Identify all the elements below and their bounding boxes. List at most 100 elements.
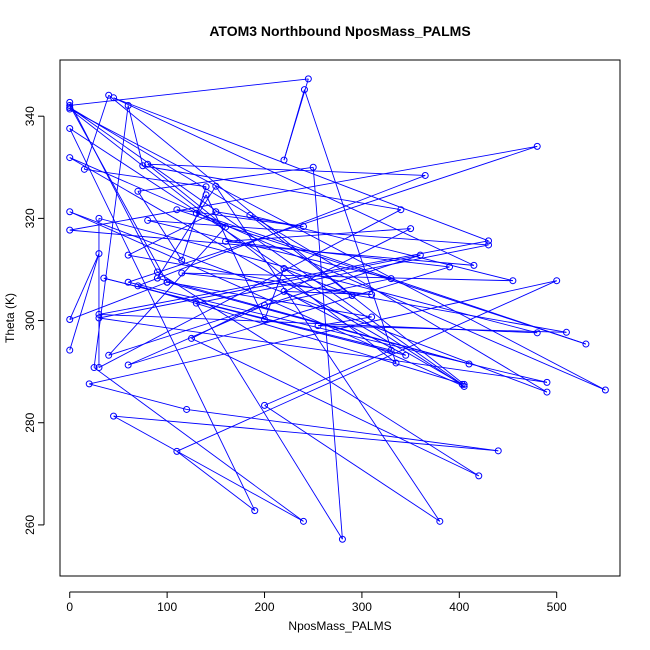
series-segment xyxy=(225,240,450,268)
data-point xyxy=(178,269,186,277)
data-point xyxy=(95,310,103,318)
data-point xyxy=(421,171,429,179)
chart-title: ATOM3 Northbound NposMass_PALMS xyxy=(209,23,470,39)
data-point xyxy=(90,364,98,372)
series-segment xyxy=(157,185,217,279)
data-point xyxy=(66,316,74,324)
series-segment xyxy=(113,415,304,522)
data-point xyxy=(163,278,171,286)
data-point xyxy=(280,156,288,164)
data-point xyxy=(222,237,230,245)
data-point xyxy=(110,412,118,420)
data-point xyxy=(100,274,108,282)
data-point xyxy=(105,91,113,99)
x-tick-label: 200 xyxy=(255,600,275,614)
data-point xyxy=(85,380,93,388)
series-segment xyxy=(283,268,353,296)
series-segment xyxy=(176,450,256,511)
data-point xyxy=(124,251,132,259)
data-point xyxy=(66,208,74,216)
series-segment xyxy=(69,253,100,320)
series-lines xyxy=(69,78,606,540)
series-segment xyxy=(128,266,450,366)
data-point xyxy=(280,264,288,272)
data-point xyxy=(494,447,502,455)
data-point xyxy=(261,316,269,324)
data-point xyxy=(187,334,195,342)
data-point xyxy=(436,517,444,525)
data-point xyxy=(261,401,269,409)
y-tick-label: 340 xyxy=(23,106,37,126)
data-point xyxy=(309,163,317,171)
data-point xyxy=(173,206,181,214)
data-point xyxy=(601,386,609,394)
series-segment xyxy=(69,102,158,273)
series-segment xyxy=(147,219,489,246)
data-point xyxy=(222,223,230,231)
data-point xyxy=(338,535,346,543)
data-point xyxy=(446,263,454,271)
data-point xyxy=(304,75,312,83)
axes: 0 100 200 300 400 500 260 280 300 320 340 xyxy=(23,106,567,614)
data-point xyxy=(95,250,103,258)
series-segment xyxy=(69,105,168,283)
series-segment xyxy=(176,209,587,345)
data-point xyxy=(460,380,468,388)
data-point xyxy=(299,223,307,231)
series-segment xyxy=(69,78,309,106)
series-segment xyxy=(264,404,441,522)
data-point xyxy=(562,328,570,336)
series-segment xyxy=(249,214,513,282)
data-point xyxy=(485,241,493,249)
data-point xyxy=(183,405,191,413)
series-segment xyxy=(83,95,110,170)
x-tick-label: 400 xyxy=(449,600,469,614)
series-segment xyxy=(196,244,489,304)
data-point xyxy=(470,261,478,269)
series-segment xyxy=(108,226,226,356)
series-segment xyxy=(264,349,392,406)
data-point xyxy=(66,226,74,234)
series-segment xyxy=(98,240,489,315)
series-segment xyxy=(69,211,548,393)
data-point xyxy=(300,86,308,94)
data-point xyxy=(95,314,103,322)
series-segment xyxy=(318,325,567,333)
series-segment xyxy=(137,175,426,287)
data-point xyxy=(475,472,483,480)
data-point xyxy=(178,256,186,264)
data-point xyxy=(348,292,356,300)
data-point xyxy=(192,209,200,217)
x-tick-label: 100 xyxy=(157,600,177,614)
series-segment xyxy=(69,107,548,393)
data-point xyxy=(261,301,269,309)
series-segment xyxy=(84,168,207,188)
series-segment xyxy=(147,163,426,176)
data-point xyxy=(460,382,468,390)
data-point xyxy=(66,101,74,109)
data-point xyxy=(368,313,376,321)
series-segment xyxy=(69,108,397,364)
data-point xyxy=(533,142,541,150)
series-segment xyxy=(93,367,304,522)
series-segment xyxy=(127,105,144,166)
series-points xyxy=(66,75,609,543)
series-segment xyxy=(283,291,406,356)
data-point xyxy=(387,275,395,283)
series-segment xyxy=(137,166,314,192)
series-segment xyxy=(157,271,480,477)
data-point xyxy=(66,154,74,162)
data-point xyxy=(139,162,147,170)
data-point xyxy=(66,98,74,106)
series-segment xyxy=(176,280,557,452)
series-segment xyxy=(264,278,392,306)
series-segment xyxy=(103,277,392,351)
y-tick-label: 320 xyxy=(23,208,37,228)
series-segment xyxy=(127,304,265,366)
data-point xyxy=(509,277,517,285)
x-tick-label: 300 xyxy=(352,600,372,614)
series-segment xyxy=(264,268,285,320)
data-point xyxy=(582,340,590,348)
data-point xyxy=(66,124,74,132)
